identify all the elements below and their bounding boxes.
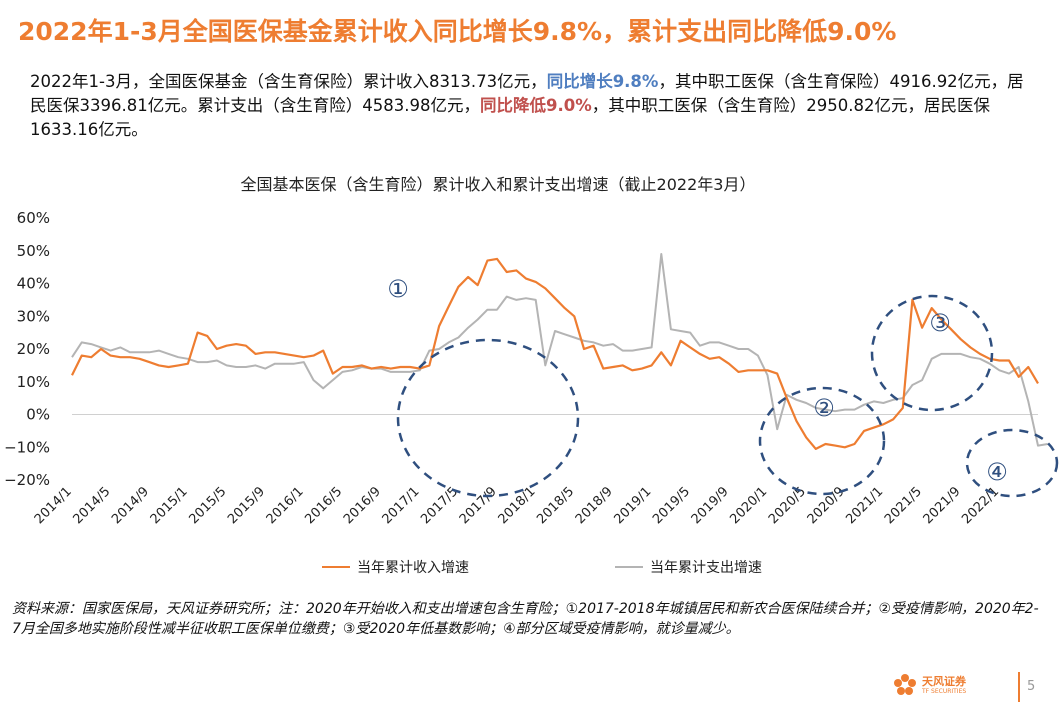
expense-decline-highlight: 同比降低9.0% (479, 96, 592, 115)
summary-text-1: 2022年1-3月，全国医保基金（含生育保险）累计收入8313.73亿元， (30, 72, 547, 91)
x-tick-label: 2019/5 (650, 484, 693, 527)
x-tick-label: 2016/1 (264, 484, 307, 527)
annotation-circle-3 (870, 294, 994, 412)
y-tick-label: 40% (17, 275, 50, 293)
y-tick-label: 60% (17, 209, 50, 227)
x-tick-label: 2014/5 (71, 484, 114, 527)
annotation-circle-1 (396, 338, 580, 498)
y-tick-label: 30% (17, 307, 50, 325)
y-tick-label: −20% (4, 471, 50, 489)
chart-legend: 当年累计收入增速 当年累计支出增速 (322, 560, 762, 576)
y-tick-label: −10% (4, 438, 50, 456)
chart-series (71, 253, 1048, 450)
income-growth-line (71, 257, 1039, 450)
x-tick-label: 2014/1 (32, 484, 75, 527)
flower-logo-icon (894, 674, 916, 695)
legend-expense-label: 当年累计支出增速 (650, 560, 762, 576)
annotation-marker-3: ③ (929, 309, 951, 337)
growth-line-chart: 全国基本医保（含生育险）累计收入和累计支出增速（截止2022年3月） 60% 50… (4, 175, 1059, 576)
legend-income-label: 当年累计收入增速 (357, 560, 469, 576)
x-tick-label: 2018/5 (534, 484, 577, 527)
x-tick-label: 2015/9 (225, 484, 268, 527)
x-tick-label: 2021/9 (921, 484, 964, 527)
x-tick-label: 2019/9 (689, 484, 732, 527)
x-tick-label: 2016/9 (341, 484, 384, 527)
annotation-circle-4 (965, 428, 1059, 498)
chart-title: 全国基本医保（含生育险）累计收入和累计支出增速（截止2022年3月） (241, 175, 756, 194)
y-tick-label: 20% (17, 340, 50, 358)
annotation-marker-4: ④ (986, 458, 1008, 486)
summary-text-3: ，其中职工医保（含生育险）2950.82亿元，居民医保1633.16亿元。 (30, 96, 990, 139)
y-tick-label: 0% (26, 406, 50, 424)
chart-axes: 60% 50% 40% 30% 20% 10% 0% −10% −20%2014/12014/5… (4, 209, 1038, 527)
income-growth-highlight: 同比增长9.8% (546, 72, 659, 91)
x-tick-label: 2017/9 (457, 484, 500, 527)
summary-text-2: ，其中职工医保（含生育保险）4916.92亿元，居民医保3396.81亿元。累计… (30, 72, 1024, 115)
y-tick-label: 10% (17, 373, 50, 391)
x-tick-label: 2014/9 (109, 484, 152, 527)
page-number-divider (1018, 672, 1020, 702)
annotation-marker-1: ① (387, 275, 409, 303)
x-tick-label: 2015/1 (148, 484, 191, 527)
x-tick-label: 2021/5 (882, 484, 925, 527)
annotation-circle-2 (758, 386, 886, 496)
x-tick-label: 2019/1 (611, 484, 654, 527)
source-footnote: 资料来源：国家医保局，天风证券研究所；注：2020年开始收入和支出增速包含生育险… (12, 601, 1039, 637)
x-tick-label: 2020/5 (766, 484, 809, 527)
x-tick-label: 2017/1 (380, 484, 423, 527)
x-tick-label: 2022/1 (959, 484, 1002, 527)
x-tick-label: 2018/9 (573, 484, 616, 527)
logo-name: 天风证券 (922, 674, 966, 688)
page-number: 5 (1027, 679, 1036, 694)
chart-annotations: ① ② ③ ④ (387, 275, 1059, 498)
y-tick-label: 50% (17, 242, 50, 260)
x-tick-label: 2021/1 (843, 484, 886, 527)
x-tick-label: 2016/5 (302, 484, 345, 527)
slide-headline: 2022年1-3月全国医保基金累计收入同比增长9.8%，累计支出同比降低9.0% (18, 17, 897, 46)
expense-growth-line (71, 253, 1048, 447)
logo-name-en: TF SECURITIES (922, 687, 967, 695)
x-tick-label: 2020/1 (727, 484, 770, 527)
company-logo: 天风证券 TF SECURITIES (892, 672, 966, 698)
annotation-marker-2: ② (813, 394, 835, 422)
summary-paragraph: 2022年1-3月，全国医保基金（含生育保险）累计收入8313.73亿元，同比增… (30, 70, 1035, 142)
x-tick-label: 2015/5 (186, 484, 229, 527)
